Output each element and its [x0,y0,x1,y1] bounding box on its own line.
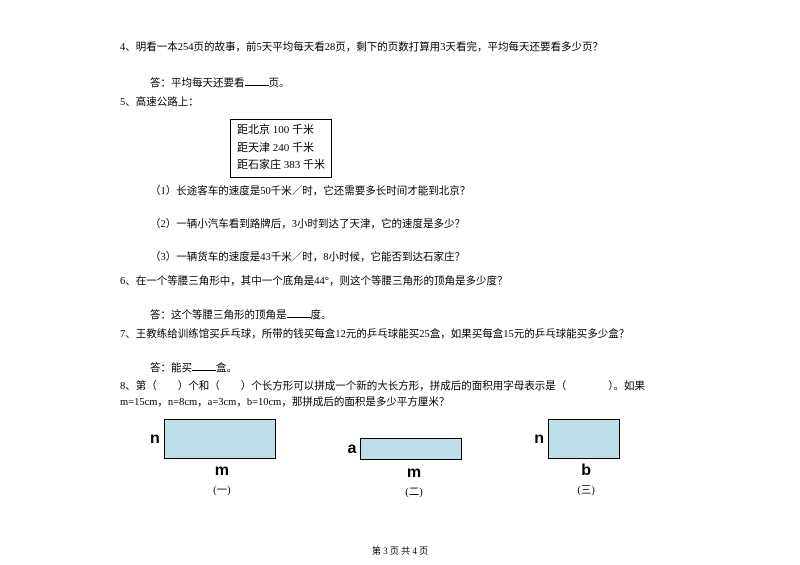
q7-blank [192,360,216,371]
page-footer: 第 3 页 共 4 页 [0,544,800,557]
page-content: 4、明看一本254页的故事，前5天平均每天看28页，剩下的页数打算用3天看完，平… [120,40,680,501]
road-sign-box: 距北京 100 千米 距天津 240 千米 距石家庄 383 千米 [230,119,332,178]
q5-num: 5、 [120,97,136,108]
diagram-3: n b (三) [534,419,620,501]
d3-h-label: b [552,459,620,483]
question-8: 8、第（ ）个和（ ）个长方形可以拼成一个新的大长方形，拼成后的面积用字母表示是… [120,379,680,411]
sign-line-3: 距石家庄 383 千米 [237,157,325,175]
q5-sub2: （2）一辆小汽车看到路牌后，3小时到达了天津，它的速度是多少？ [120,217,680,233]
q6-blank [287,307,311,318]
q4-text: 明看一本254页的故事，前5天平均每天看28页，剩下的页数打算用3天看完，平均每… [136,42,603,53]
d2-h-label: m [366,461,463,485]
d3-caption: (三) [552,483,620,499]
question-7: 7、王教练给训练馆买乒乓球，所带的钱买每盒12元的乒乓球能买25盒，如果买每盒1… [120,327,680,343]
q7-answer-line: 答：能买 盒。 [120,360,680,377]
diagram-row: n m (一) a m (二) n b (三) [150,419,620,501]
d2-caption: (二) [366,485,463,501]
q6-answer-line: 答：这个等腰三角形的顶角是 度。 [120,307,680,324]
q4-ans-suffix: 页。 [269,78,290,89]
d1-h-label: m [168,459,276,483]
sign-line-1: 距北京 100 千米 [237,122,325,140]
d1-v-label: n [150,427,160,451]
d2-v-label: a [348,437,357,461]
q8-text: 第（ ）个和（ ）个长方形可以拼成一个新的大长方形，拼成后的面积用字母表示是（ … [120,381,645,408]
q7-ans-suffix: 盒。 [216,363,237,374]
q6-ans-suffix: 度。 [311,310,332,321]
d2-rect [360,438,462,460]
q4-num: 4、 [120,42,136,53]
q6-num: 6、 [120,276,136,287]
question-6: 6、在一个等腰三角形中，其中一个底角是44°，则这个等腰三角形的顶角是多少度？ [120,274,680,290]
q6-text: 在一个等腰三角形中，其中一个底角是44°，则这个等腰三角形的顶角是多少度？ [136,276,508,287]
d1-rect [164,419,276,459]
q7-num: 7、 [120,329,136,340]
question-4: 4、明看一本254页的故事，前5天平均每天看28页，剩下的页数打算用3天看完，平… [120,40,680,56]
q5-title: 高速公路上： [136,97,199,108]
q5-sub3: （3）一辆货车的速度是43千米／时，8小时候，它能否到达石家庄？ [120,250,680,266]
q8-num: 8、 [120,381,136,392]
q6-ans-prefix: 答：这个等腰三角形的顶角是 [150,310,287,321]
q7-text: 王教练给训练馆买乒乓球，所带的钱买每盒12元的乒乓球能买25盒，如果买每盒15元… [136,329,630,340]
q4-answer-line: 答：平均每天还要看 页。 [120,75,680,92]
question-5: 5、高速公路上： [120,95,680,111]
d3-v-label: n [534,427,544,451]
diagram-1: n m (一) [150,419,276,501]
q7-ans-prefix: 答：能买 [150,363,192,374]
q4-blank [245,75,269,86]
d3-rect [548,419,620,459]
sign-line-2: 距天津 240 千米 [237,140,325,158]
q5-sub1: （1）长途客车的速度是50千米／时，它还需要多长时间才能到北京？ [120,184,680,200]
q4-ans-prefix: 答：平均每天还要看 [150,78,245,89]
d1-caption: (一) [168,483,276,499]
diagram-2: a m (二) [348,419,463,501]
